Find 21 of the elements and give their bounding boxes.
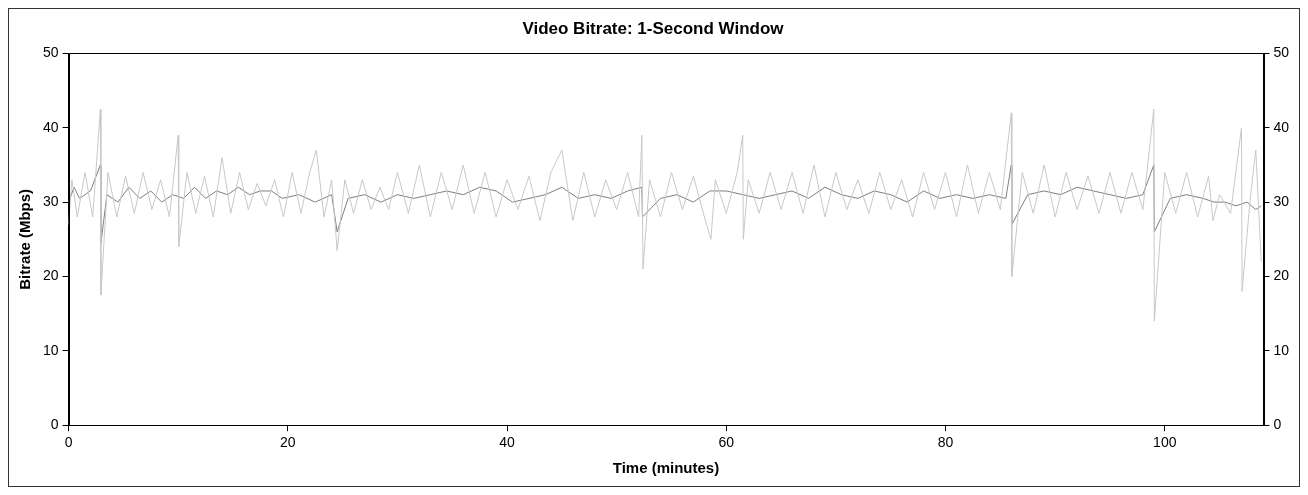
y-axis-title: Bitrate (Mbps) [16, 188, 34, 290]
chart-title: Video Bitrate: 1-Second Window [522, 18, 785, 38]
x-tick-label: 40 [499, 434, 516, 451]
y-tick-label: 20 [42, 267, 59, 284]
y2-tick-label: 50 [1273, 44, 1290, 61]
y-tick-label: 50 [42, 44, 59, 61]
y-tick-label: 30 [42, 192, 59, 209]
x-axis-title: Time (minutes) [612, 459, 720, 477]
y2-tick-label: 40 [1273, 118, 1290, 135]
y2-tick-label: 30 [1273, 192, 1290, 209]
x-tick-label: 100 [1153, 434, 1177, 451]
x-tick-label: 20 [280, 434, 296, 451]
x-tick-label: 0 [64, 434, 73, 451]
x-tick-label: 80 [937, 434, 954, 451]
y2-tick-label: 20 [1273, 267, 1290, 284]
y-tick-label: 40 [42, 118, 59, 135]
y2-tick-label: 10 [1273, 341, 1290, 358]
y2-tick-label: 0 [1273, 416, 1282, 433]
x-tick-label: 60 [718, 434, 735, 451]
y-tick-label: 0 [50, 416, 59, 433]
y-tick-label: 10 [42, 341, 59, 358]
